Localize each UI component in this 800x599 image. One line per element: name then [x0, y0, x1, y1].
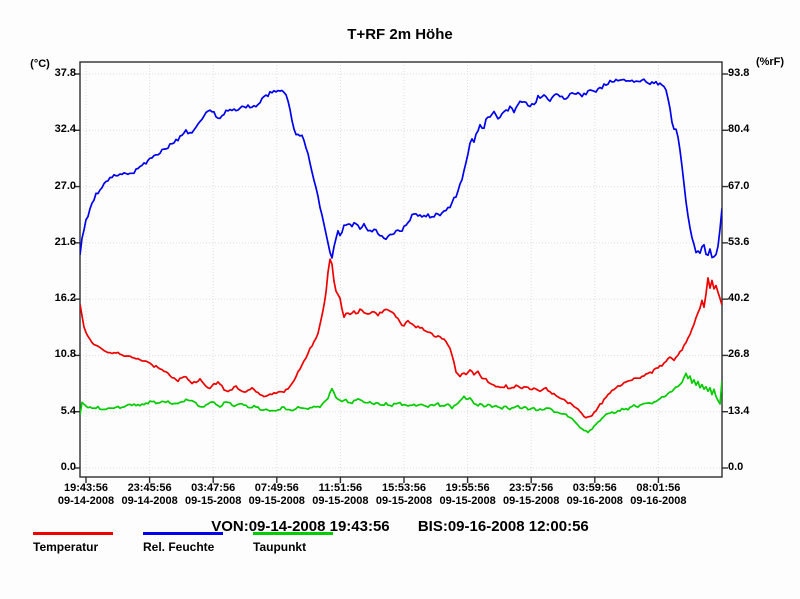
x-tick-label: 23:45:56 09-14-2008	[105, 482, 195, 508]
series-line-temperatur	[80, 258, 722, 419]
x-tick-time: 19:55:56	[445, 482, 490, 494]
x-tick-date: 09-15-2008	[375, 495, 433, 507]
x-tick-time: 15:53:56	[381, 482, 427, 494]
x-tick-time: 11:51:56	[318, 482, 363, 494]
x-tick-label: 19:43:56 09-14-2008	[41, 482, 131, 508]
y-right-tick-label: 67.0	[728, 179, 750, 192]
legend-swatch	[33, 532, 113, 535]
x-tick-label: 03:47:56 09-15-2008	[168, 482, 258, 508]
series-line-taupunkt	[80, 372, 722, 434]
legend-item: Taupunkt	[253, 532, 333, 554]
y-right-tick-label: 0.0	[728, 461, 744, 473]
right-axis-unit: (%rF)	[755, 56, 785, 68]
chart-title: T+RF 2m Höhe	[347, 26, 453, 43]
date-range-footer: VON:09-14-2008 19:43:56 BIS:09-16-2008 1…	[0, 518, 800, 535]
von-label: VON:09-14-2008 19:43:56	[211, 518, 390, 535]
x-tick-time: 08:01:56	[636, 482, 681, 494]
y-right-tick-label: 13.4	[728, 404, 750, 417]
x-tick-date: 09-15-2008	[503, 495, 560, 507]
y-right-tick-label: 93.8	[728, 67, 750, 79]
x-tick-date: 09-15-2008	[439, 495, 496, 507]
x-tick-date: 09-16-2008	[566, 495, 623, 507]
x-tick-label: 23:57:56 09-15-2008	[486, 482, 576, 508]
x-tick-date: 09-16-2008	[630, 495, 687, 507]
x-tick-label: 19:55:56 09-15-2008	[423, 482, 513, 508]
bis-label: BIS:09-16-2008 12:00:56	[417, 518, 589, 535]
x-tick-time: 03:59:56	[572, 482, 617, 494]
x-tick-label: 03:59:56 09-16-2008	[550, 482, 640, 508]
y-left-tick-label: 27.0	[54, 179, 76, 192]
x-tick-label: 11:51:56 09-15-2008	[295, 482, 385, 508]
x-tick-time: 07:49:56	[254, 482, 299, 494]
y-right-tick-label: 80.4	[728, 123, 750, 136]
y-left-tick-label: 32.4	[54, 123, 76, 136]
x-tick-label: 15:53:56 09-15-2008	[359, 482, 449, 508]
legend-label: Temperatur	[33, 540, 99, 554]
legend-swatch	[143, 532, 223, 535]
y-left-tick-label: 37.8	[54, 67, 76, 79]
x-tick-date: 09-14-2008	[57, 495, 115, 507]
y-right-tick-label: 40.2	[728, 292, 750, 305]
legend-label: Rel. Feuchte	[143, 540, 215, 554]
legend-label: Taupunkt	[253, 540, 307, 554]
x-tick-label: 08:01:56 09-16-2008	[613, 482, 703, 508]
y-left-tick-label: 0.0	[60, 461, 76, 473]
legend-item: Temperatur	[33, 532, 113, 554]
x-tick-time: 23:57:56	[509, 482, 554, 494]
x-tick-date: 09-14-2008	[121, 495, 178, 507]
x-tick-label: 07:49:56 09-15-2008	[232, 482, 322, 508]
x-tick-date: 09-15-2008	[248, 495, 305, 507]
left-axis-unit: (°C)	[30, 58, 50, 70]
y-right-tick-label: 26.8	[728, 348, 750, 361]
x-tick-time: 23:45:56	[127, 482, 172, 494]
y-left-tick-label: 5.4	[60, 404, 76, 417]
legend-swatch	[253, 532, 333, 535]
y-right-tick-label: 53.6	[728, 235, 750, 248]
series-line-rel-feuchte	[80, 78, 722, 259]
y-left-tick-label: 10.8	[54, 348, 76, 361]
x-tick-time: 19:43:56	[63, 482, 109, 494]
legend-item: Rel. Feuchte	[143, 532, 223, 554]
x-tick-date: 09-15-2008	[185, 495, 242, 507]
y-left-tick-label: 16.2	[54, 292, 76, 305]
plot-frame	[79, 61, 723, 478]
x-tick-time: 03:47:56	[191, 482, 236, 494]
x-tick-date: 09-15-2008	[312, 495, 369, 507]
y-left-tick-label: 21.6	[54, 235, 76, 248]
